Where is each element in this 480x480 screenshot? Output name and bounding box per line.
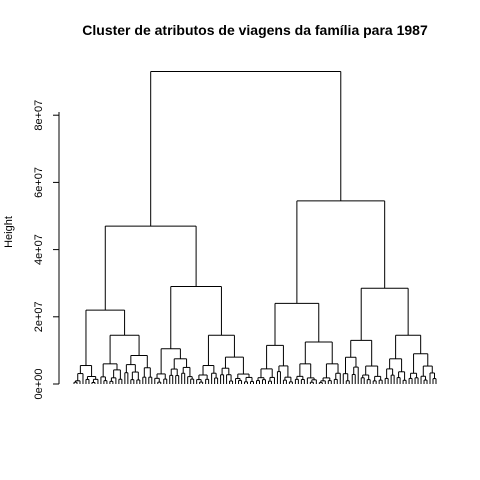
y-tick-label: 8e+07 bbox=[33, 100, 45, 131]
y-tick-label: 6e+07 bbox=[33, 167, 45, 198]
y-axis-label: Height bbox=[3, 216, 15, 248]
y-tick-label: 2e+07 bbox=[33, 301, 45, 332]
y-tick-label: 4e+07 bbox=[33, 234, 45, 265]
chart-title: Cluster de atributos de viagens da famíl… bbox=[82, 22, 428, 38]
dendrogram-tree bbox=[74, 72, 436, 384]
y-tick-label: 0e+00 bbox=[33, 369, 45, 400]
y-axis-ticks: 0e+00 2e+07 4e+07 6e+07 8e+07 bbox=[33, 100, 59, 400]
